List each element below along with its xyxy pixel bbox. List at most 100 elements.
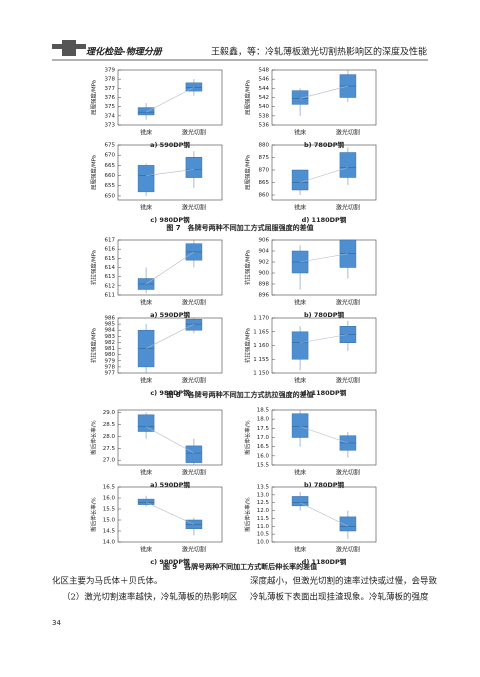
y-tick-label: 374 [105,113,116,119]
x-tick-label: 激光切割 [336,204,360,212]
y-tick-label: 675 [105,143,116,149]
logo-text: 理化检验-物理分册 [86,47,163,58]
y-tick-label: 377 [105,86,116,92]
trend-line [145,323,195,349]
y-tick-label: 548 [259,68,270,74]
y-tick-label: 880 [259,143,270,149]
y-tick-label: 650 [105,193,116,199]
y-tick-label: 670 [105,153,116,159]
x-tick-label: 铣床 [294,204,306,212]
panel-label: c) 980DP钢 [150,388,190,397]
plot-frame [117,144,223,201]
y-axis-label: 屈服强度/MPa [90,80,98,115]
y-tick-label: 865 [259,180,270,186]
x-tick-label: 铣床 [294,546,306,554]
x-tick-label: 激光切割 [182,204,206,212]
x-tick-label: 铣床 [140,129,152,137]
running-title: 王毅鑫，等：冷轧薄板激光切割热影响区的深度及性能 [211,46,427,58]
y-tick-label: 536 [259,123,270,129]
box [291,169,309,191]
y-tick-label: 617 [105,238,116,244]
y-tick-label: 860 [259,193,270,199]
y-tick-label: 15.5 [257,463,270,469]
y-tick-label: 13.0 [257,492,270,498]
x-tick-label: 铣床 [140,204,152,212]
panel-label: b) 780DP钢 [304,140,345,149]
x-tick-label: 激光切割 [336,129,360,137]
plot-frame [271,144,377,201]
x-tick-label: 激光切割 [336,546,360,554]
y-tick-label: 16.0 [257,453,270,459]
panel-label: a) 590DP钢 [150,140,190,149]
y-tick-label: 984 [105,328,116,334]
box [291,496,309,507]
y-axis-label: 屈服强度/MPa [244,155,252,190]
body-text: 化区主要为马氏体＋贝氏体。 [52,576,163,587]
y-axis-label: 屈服强度/MPa [90,155,98,190]
y-tick-label: 17.0 [257,435,270,441]
x-tick-label: 铣床 [140,469,152,477]
y-tick-label: 27.5 [103,446,116,452]
y-tick-label: 16.0 [103,496,116,502]
y-tick-label: 10.5 [257,532,270,538]
x-tick-label: 铣床 [294,469,306,477]
y-tick-label: 613 [105,274,116,280]
y-axis-label: 抗拉强度/MPa [90,328,98,363]
body-text: （2）激光切割速率越快，冷轧薄板的热影响区 [62,592,238,603]
y-tick-label: 981 [105,346,116,352]
box [137,414,155,432]
y-tick-label: 1 160 [253,343,269,349]
y-tick-label: 28.0 [103,434,116,440]
y-tick-label: 376 [105,95,116,101]
y-tick-label: 655 [105,183,116,189]
y-axis-label: 抗拉强度/MPa [244,328,252,363]
y-tick-label: 1 165 [253,329,269,335]
y-tick-label: 15.5 [103,507,116,513]
y-tick-label: 540 [259,104,270,110]
x-tick-label: 铣床 [140,299,152,307]
plot-frame [117,317,223,374]
y-tick-label: 375 [105,104,116,110]
trend-line [145,426,195,454]
body-text: 冷轧薄板下表面出现挂渣现象。冷轧薄板的强度 [250,592,429,603]
panel-label: d) 1180DP钢 [302,557,347,566]
x-tick-label: 激光切割 [182,129,206,137]
panel-label: a) 590DP钢 [150,310,190,319]
x-tick-label: 激光切割 [182,546,206,554]
box [185,82,203,92]
y-tick-label: 378 [105,77,116,83]
y-tick-label: 1 150 [253,371,269,377]
y-tick-label: 16.5 [103,485,116,491]
box [185,318,203,331]
y-axis-label: 断后伸长率/% [244,497,252,532]
y-tick-label: 980 [105,352,116,358]
y-tick-label: 13.5 [257,485,270,491]
y-tick-label: 28.5 [103,422,116,428]
page-number: 34 [52,619,61,627]
y-tick-label: 12.5 [257,500,270,506]
panel-label: b) 780DP钢 [304,480,345,489]
x-tick-label: 激光切割 [182,299,206,307]
x-tick-label: 激光切割 [182,377,206,385]
x-tick-label: 铣床 [294,129,306,137]
trend-line [299,426,349,444]
box [185,156,203,178]
box [137,107,155,116]
figure-caption: 图 7 各牌号两种不同加工方式屈服强度的差值 [166,223,313,232]
y-tick-label: 17.5 [257,426,270,432]
y-axis-label: 断后伸长率/% [244,420,252,455]
box [339,516,357,532]
trend-line [145,87,195,113]
plot-frame [271,239,377,296]
x-tick-label: 激光切割 [182,469,206,477]
y-tick-label: 979 [105,358,116,364]
trend-line [299,167,349,183]
y-tick-label: 11.0 [257,524,270,530]
y-tick-label: 906 [259,238,270,244]
y-tick-label: 611 [105,293,116,299]
y-tick-label: 982 [105,340,116,346]
box [137,498,155,505]
x-tick-label: 铣床 [294,299,306,307]
